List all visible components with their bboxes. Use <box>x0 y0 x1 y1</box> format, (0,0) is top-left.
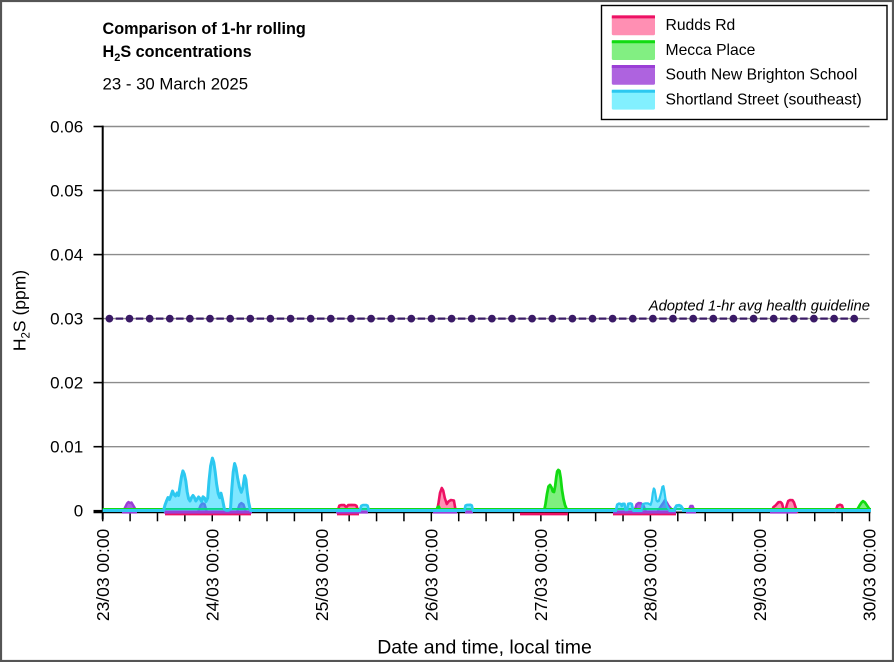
svg-text:H2S (ppm): H2S (ppm) <box>10 270 33 351</box>
svg-text:0: 0 <box>74 502 83 521</box>
svg-text:Adopted 1-hr avg health guidel: Adopted 1-hr avg health guideline <box>648 299 870 315</box>
svg-text:Date and time, local time: Date and time, local time <box>377 637 592 659</box>
svg-text:23/03 00:00: 23/03 00:00 <box>93 528 113 621</box>
svg-text:29/03 00:00: 29/03 00:00 <box>750 528 770 621</box>
svg-text:0.05: 0.05 <box>50 182 83 201</box>
svg-text:South New Brighton School: South New Brighton School <box>666 67 858 84</box>
svg-text:25/03 00:00: 25/03 00:00 <box>312 528 332 621</box>
svg-text:Comparison of 1-hr rolling: Comparison of 1-hr rolling <box>103 20 306 38</box>
svg-text:24/03 00:00: 24/03 00:00 <box>202 528 222 621</box>
svg-text:Shortland Street (southeast): Shortland Street (southeast) <box>666 91 862 108</box>
svg-text:H2S concentrations: H2S concentrations <box>103 43 252 64</box>
svg-text:30/03 00:00: 30/03 00:00 <box>860 528 880 621</box>
svg-text:0.04: 0.04 <box>50 246 83 265</box>
svg-text:26/03 00:00: 26/03 00:00 <box>422 528 442 621</box>
svg-text:Mecca Place: Mecca Place <box>666 42 756 59</box>
svg-text:0.03: 0.03 <box>50 310 83 329</box>
svg-text:27/03 00:00: 27/03 00:00 <box>531 528 551 621</box>
svg-text:28/03 00:00: 28/03 00:00 <box>641 528 661 621</box>
svg-text:Rudds Rd: Rudds Rd <box>666 17 736 34</box>
svg-text:0.01: 0.01 <box>50 438 83 457</box>
svg-text:23 - 30 March 2025: 23 - 30 March 2025 <box>103 75 249 94</box>
svg-text:0.06: 0.06 <box>50 118 83 137</box>
svg-text:0.02: 0.02 <box>50 374 83 393</box>
